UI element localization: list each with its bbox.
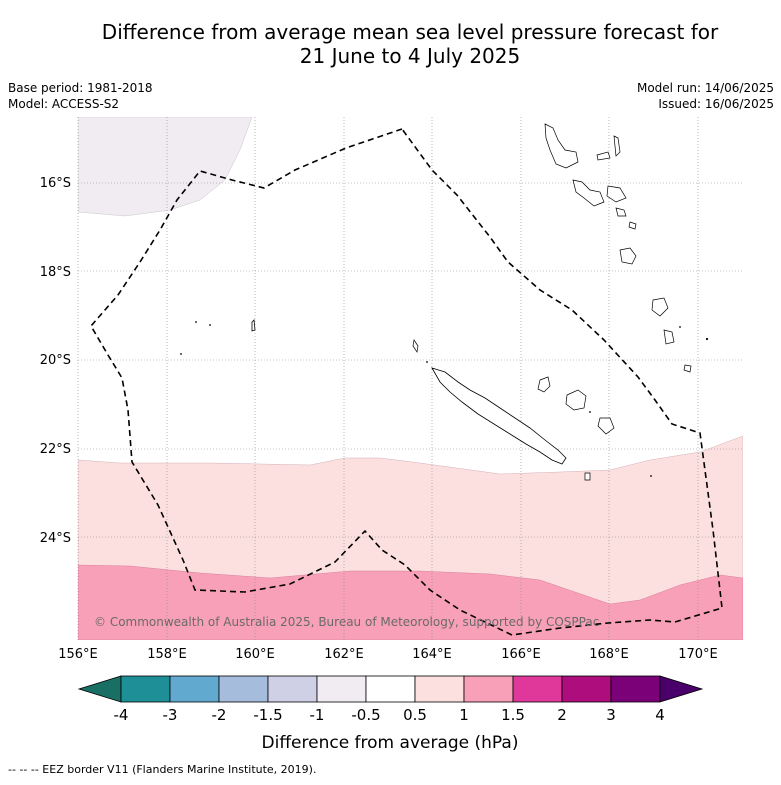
colorbar-segment — [218, 675, 269, 703]
colorbar-segment — [512, 675, 563, 703]
shepherd-islands — [628, 221, 637, 230]
lon-label-162e: 162°E — [324, 647, 364, 662]
copyright-text: © Commonwealth of Australia 2025, Bureau… — [94, 615, 599, 629]
tanna-island — [663, 329, 675, 345]
lat-label-18s: 18°S — [40, 265, 71, 280]
lon-label-170e: 170°E — [678, 647, 718, 662]
pentecost-ambrym-island — [606, 185, 627, 203]
anomaly-region-negative — [78, 117, 253, 217]
eez-border — [90, 128, 723, 636]
lon-label-164e: 164°E — [412, 647, 452, 662]
colorbar-segment — [610, 675, 661, 703]
lat-label-22s: 22°S — [40, 442, 71, 457]
colorbar-tick-label: 3 — [606, 706, 616, 724]
colorbar-extend-low — [77, 675, 122, 703]
isle-of-pines — [584, 472, 591, 481]
colorbar-segment — [561, 675, 612, 703]
ambae-island — [596, 151, 611, 161]
colorbar-tick-label: 0.5 — [403, 706, 427, 724]
meta-left: Base period: 1981-2018 Model: ACCESS-S2 — [8, 80, 153, 112]
lon-label-158e: 158°E — [147, 647, 187, 662]
colorbar-tick-label: 1.5 — [501, 706, 525, 724]
espiritu-santo-island — [544, 123, 579, 169]
title-line-1: Difference from average mean sea level p… — [101, 20, 719, 44]
lon-label-168e: 168°E — [589, 647, 629, 662]
maewo-island — [613, 135, 621, 157]
malekula-island — [572, 179, 605, 207]
new-caledonia-island — [431, 367, 567, 465]
colorbar-tick-label: 1 — [459, 706, 469, 724]
colorbar-segment — [267, 675, 318, 703]
colorbar-tick-label: -1.5 — [253, 706, 282, 724]
lon-label-166e: 166°E — [501, 647, 541, 662]
ouvea-island — [537, 376, 551, 393]
colorbar-tick-label: -3 — [163, 706, 178, 724]
issued-date: Issued: 16/06/2025 — [658, 97, 774, 111]
colorbar-extend-high — [659, 675, 704, 703]
map-title: Difference from average mean sea level p… — [30, 20, 781, 68]
colorbar-tick-label: -2 — [212, 706, 227, 724]
base-period: Base period: 1981-2018 — [8, 81, 153, 95]
title-line-2: 21 June to 4 July 2025 — [299, 44, 521, 68]
colorbar-segment — [316, 675, 367, 703]
colorbar-segment — [169, 675, 220, 703]
chesterfield-reef — [251, 319, 256, 332]
meta-right: Model run: 14/06/2025 Issued: 16/06/2025 — [637, 80, 774, 112]
aneityum-island — [683, 364, 692, 373]
longitude-labels: 156°E 158°E 160°E 162°E 164°E 166°E 168°… — [58, 647, 718, 662]
erromango-island — [651, 297, 669, 317]
colorbar-tick-label: -1 — [310, 706, 325, 724]
efate-island — [619, 247, 637, 265]
model-name: Model: ACCESS-S2 — [8, 97, 120, 111]
lon-label-156e: 156°E — [58, 647, 98, 662]
eez-legend-note: -- -- -- EEZ border V11 (Flanders Marine… — [8, 763, 317, 776]
colorbar-tick-label: -0.5 — [351, 706, 380, 724]
lifou-island — [565, 389, 587, 411]
latitude-labels: 16°S 18°S 20°S 22°S 24°S — [40, 176, 71, 546]
colorbar-tick-label: -4 — [114, 706, 129, 724]
anomaly-band-1-to-1-5 — [78, 564, 743, 640]
colorbar-tick-label: 4 — [655, 706, 665, 724]
mare-island — [597, 417, 615, 435]
colorbar-segment — [414, 675, 465, 703]
belep-islands — [412, 339, 419, 353]
lat-label-24s: 24°S — [40, 531, 71, 546]
colorbar-segment — [365, 675, 416, 703]
epi-island — [615, 207, 627, 217]
lat-label-16s: 16°S — [40, 176, 71, 191]
lat-label-20s: 20°S — [40, 353, 71, 368]
small-islets — [180, 321, 709, 477]
model-run: Model run: 14/06/2025 — [636, 81, 774, 95]
colorbar-label: Difference from average (hPa) — [262, 733, 519, 753]
lon-label-160e: 160°E — [235, 647, 275, 662]
colorbar: -4 -3 -2 -1.5 -1 -0.5 0.5 1 1.5 2 3 4 — [77, 675, 704, 724]
colorbar-segment — [463, 675, 514, 703]
colorbar-segment — [120, 675, 171, 703]
colorbar-tick-label: 2 — [557, 706, 567, 724]
